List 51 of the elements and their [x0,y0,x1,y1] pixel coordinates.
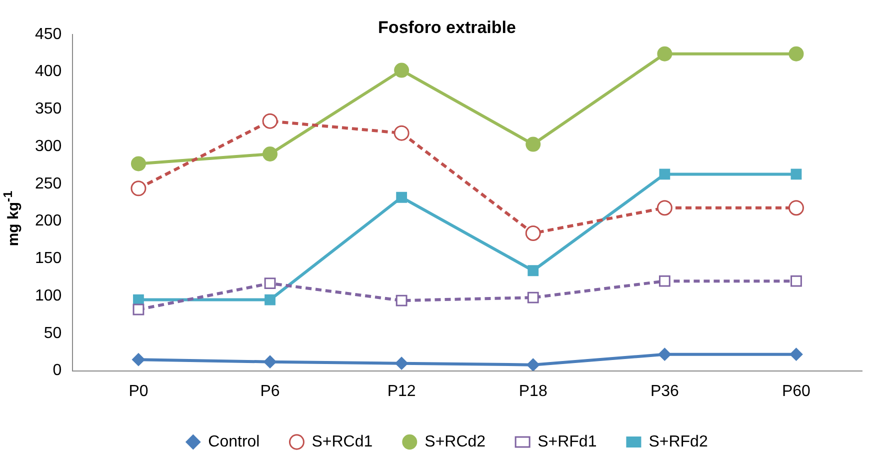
y-tick-label: 150 [34,250,62,268]
legend-label: S+RFd1 [538,433,597,450]
point [394,125,410,141]
point [528,265,539,276]
point [526,358,540,371]
point [656,200,672,216]
y-tick-label: 0 [52,362,62,380]
y-tick-label: 100 [34,287,62,304]
point [264,278,276,290]
point [394,62,410,78]
point [790,348,803,361]
point [132,353,145,366]
legend-label: S+RCd2 [424,433,486,450]
y-tick-label: 350 [34,100,62,118]
legend-label: S+RFd2 [648,433,708,450]
y-tick-label: 300 [34,138,62,155]
point [790,275,802,287]
point [788,200,804,216]
point [396,192,408,203]
point [659,168,670,180]
x-tick-label: P36 [650,382,680,400]
point [526,136,541,152]
point [658,348,672,361]
x-tick-label: P6 [260,382,280,400]
y-tick-label: 200 [34,212,62,230]
point [395,356,408,370]
point [264,294,276,306]
y-tick-label: 50 [44,324,62,342]
point [262,146,278,162]
point [264,355,277,368]
point [657,46,672,62]
point [527,292,539,304]
point [262,113,278,129]
x-tick-label: P0 [128,382,148,400]
y-tick-label: 400 [34,63,62,80]
point [396,294,408,306]
point [658,275,670,287]
y-tick-label: 450 [34,26,62,43]
y-tick-label: 250 [34,175,62,192]
x-tick-label: P12 [387,382,416,400]
x-tick-label: P60 [782,382,811,400]
point [525,226,541,241]
point [130,180,146,196]
point [132,304,144,316]
point [788,46,804,62]
point [790,168,802,180]
chart-title: Fosforo extraible [378,18,516,37]
legend-label: Control [208,433,260,450]
point [130,156,146,172]
x-tick-label: P18 [518,382,548,400]
legend-label: S+RCd1 [312,433,373,450]
